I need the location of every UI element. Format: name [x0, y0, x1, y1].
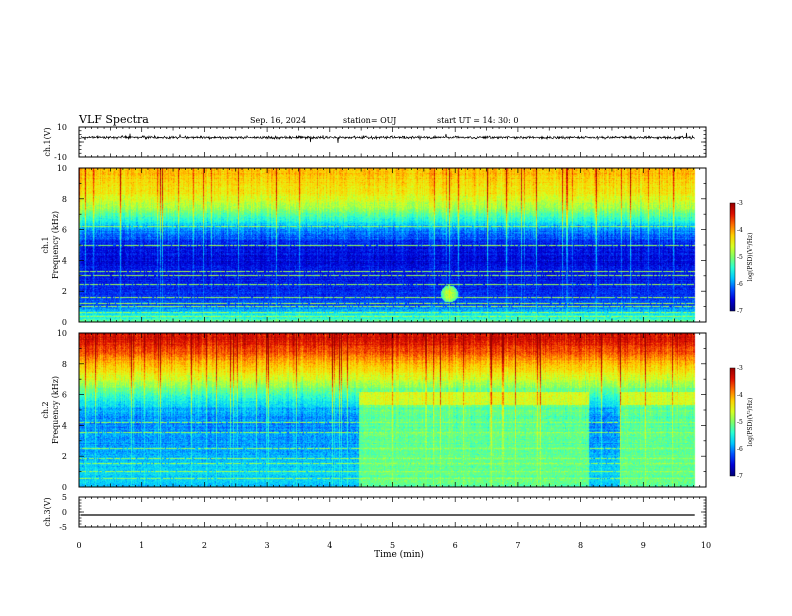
ch3-ytick-0: 0 — [62, 508, 67, 517]
ch2-spectrogram-ylabel-channel: ch.2 — [41, 401, 50, 418]
xtick-8: 8 — [578, 541, 583, 550]
x-axis-label: Time (min) — [374, 549, 424, 560]
ch1-spectrogram-ticks — [78, 167, 707, 323]
ch1-colorbar-tick-m5: -5 — [737, 254, 743, 261]
ch1-ytick-0: 0 — [62, 318, 67, 327]
xtick-9: 9 — [641, 541, 646, 550]
xtick-4: 4 — [327, 541, 332, 550]
ch1-ytick-4: 4 — [62, 256, 67, 265]
figure-title: VLF Spectra — [78, 113, 149, 126]
xtick-6: 6 — [453, 541, 458, 550]
ch1-waveform-trace — [80, 132, 695, 144]
xtick-5: 5 — [390, 541, 395, 550]
ch1-ytick-2: 2 — [62, 287, 67, 296]
ch2-ytick-10: 10 — [57, 329, 67, 338]
ch1-ytick-6: 6 — [62, 226, 67, 235]
ch1-spectrogram-panel: 0 2 4 6 8 10 ch.1 Frequency (kHz) -3 -4 … — [41, 164, 754, 327]
ch2-ytick-8: 8 — [62, 360, 67, 369]
ch1-colorbar-frame — [729, 202, 736, 312]
ch2-spectrogram-image — [79, 333, 706, 487]
ch1-spectrogram-ylabel-frequency: Frequency (kHz) — [51, 211, 60, 279]
ch2-spectrogram-ylabel-frequency: Frequency (kHz) — [51, 376, 60, 444]
xtick-0: 0 — [76, 541, 81, 550]
ch3-waveform-ticks — [78, 496, 707, 528]
ch1-ytick-top: 10 — [57, 123, 67, 132]
ch1-ytick-8: 8 — [62, 195, 67, 204]
ch2-colorbar-tick-m4: -4 — [737, 392, 743, 399]
xtick-10: 10 — [701, 541, 711, 550]
station-label: station= OUJ — [343, 116, 396, 125]
ch1-spectrogram-image — [79, 168, 706, 322]
ch1-spectrogram-ylabel-channel: ch.1 — [41, 236, 50, 253]
ch2-spectrogram-ticks — [78, 332, 707, 488]
ch1-waveform-panel: 10 -10 ch.1(V) — [43, 123, 707, 162]
xtick-1: 1 — [139, 541, 144, 550]
ch1-colorbar-tick-m3: -3 — [737, 200, 743, 207]
ch2-ytick-0: 0 — [62, 483, 67, 492]
ch1-ytick-10: 10 — [57, 164, 67, 173]
ch3-ytick-m5: -5 — [59, 523, 67, 532]
ch1-colorbar — [730, 203, 735, 311]
ch2-ytick-2: 2 — [62, 452, 67, 461]
xtick-2: 2 — [202, 541, 207, 550]
ch2-colorbar-tick-m7: -7 — [737, 473, 743, 480]
ch3-ytick-5: 5 — [62, 493, 67, 502]
xtick-3: 3 — [265, 541, 270, 550]
ch2-colorbar — [730, 368, 735, 476]
ch2-ytick-4: 4 — [62, 421, 67, 430]
ch1-waveform-ylabel: ch.1(V) — [43, 127, 52, 156]
ch2-colorbar-frame — [729, 367, 736, 477]
ch3-waveform-panel: 5 0 -5 ch.3(V) 0 1 2 3 4 5 6 7 8 9 10 Ti… — [43, 493, 711, 560]
ch1-colorbar-tick-m4: -4 — [737, 227, 743, 234]
xtick-7: 7 — [515, 541, 520, 550]
ch2-spectrogram-panel: 0 2 4 6 8 10 ch.2 Frequency (kHz) -3 -4 … — [41, 329, 754, 492]
ch2-colorbar-tick-m5: -5 — [737, 419, 743, 426]
ch1-colorbar-title: log(PSD)(V²/Hz) — [747, 233, 754, 282]
ch1-colorbar-tick-m7: -7 — [737, 308, 743, 315]
start-time-label: start UT = 14: 30: 0 — [437, 116, 518, 125]
ch2-colorbar-tick-m6: -6 — [737, 446, 743, 453]
ch2-ytick-6: 6 — [62, 391, 67, 400]
ch1-ytick-bottom: -10 — [54, 153, 67, 162]
ch3-waveform-ylabel: ch.3(V) — [43, 497, 52, 526]
ch1-waveform-ticks — [78, 126, 707, 158]
ch2-colorbar-tick-m3: -3 — [737, 365, 743, 372]
ch2-colorbar-title: log(PSD)(V²/Hz) — [747, 398, 754, 447]
ch1-colorbar-tick-m6: -6 — [737, 281, 743, 288]
date-label: Sep. 16, 2024 — [250, 116, 306, 125]
